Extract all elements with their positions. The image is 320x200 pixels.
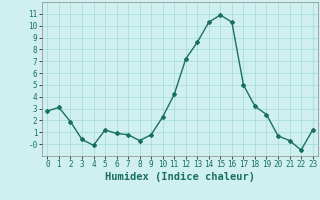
X-axis label: Humidex (Indice chaleur): Humidex (Indice chaleur) — [105, 172, 255, 182]
